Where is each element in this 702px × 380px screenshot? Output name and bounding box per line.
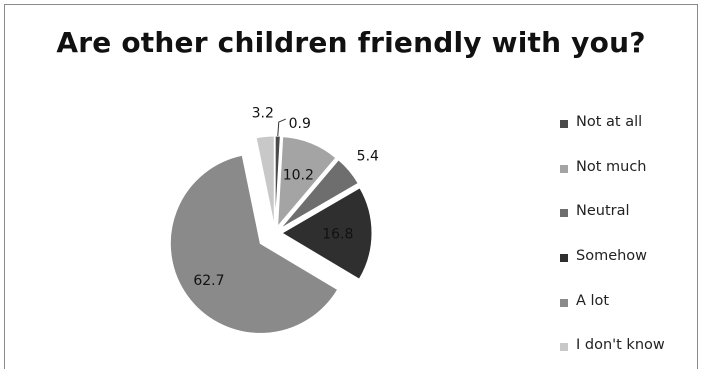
legend-item: I don't know — [560, 335, 700, 380]
legend-swatch — [560, 298, 568, 307]
legend: Not at all Not much Neutral Somehow A lot I d… — [560, 112, 700, 380]
legend-label: Not much — [576, 158, 647, 175]
legend-item: Not at all — [560, 112, 700, 157]
legend-swatch — [560, 343, 568, 352]
data-label: 10.2 — [283, 168, 314, 184]
legend-item: Somehow — [560, 246, 700, 291]
pie-slice-a-lot — [169, 154, 339, 334]
pie-slice-neutral — [279, 159, 359, 229]
legend-label: Somehow — [576, 248, 648, 265]
legend-label: A lot — [576, 292, 610, 309]
data-label: 62.7 — [193, 273, 224, 289]
pie-slice-not-much — [277, 136, 337, 228]
pie-slice-not-at-all — [274, 135, 281, 227]
legend-swatch — [560, 164, 568, 173]
legend-item: Not much — [560, 157, 700, 202]
data-label: 0.9 — [289, 116, 311, 132]
data-label: 5.4 — [357, 148, 379, 164]
pie-chart: 0.9 10.2 5.4 16.8 62.7 3.2 — [169, 106, 379, 334]
data-label: 16.8 — [322, 226, 353, 242]
chart-title: Are other children friendly with you? — [56, 26, 646, 59]
legend-item: A lot — [560, 291, 700, 336]
legend-label: I don't know — [576, 337, 665, 354]
legend-swatch — [560, 120, 568, 128]
pie-slice-somehow — [281, 187, 373, 280]
leader-line — [277, 118, 286, 137]
data-label: 3.2 — [252, 106, 274, 122]
legend-item: Neutral — [560, 201, 700, 246]
legend-label: Not at all — [576, 114, 643, 130]
legend-swatch — [560, 209, 568, 218]
pie-slice-i-don-t-know — [255, 135, 275, 227]
legend-label: Neutral — [576, 203, 630, 220]
legend-swatch — [560, 254, 568, 263]
